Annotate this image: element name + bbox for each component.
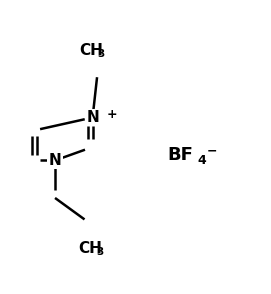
Text: BF: BF bbox=[168, 146, 193, 164]
Text: CH: CH bbox=[79, 43, 103, 58]
Text: CH: CH bbox=[78, 241, 102, 256]
Text: 4: 4 bbox=[197, 154, 206, 167]
Text: −: − bbox=[207, 145, 217, 158]
Text: 3: 3 bbox=[97, 49, 105, 59]
Text: 3: 3 bbox=[96, 247, 103, 257]
Text: N: N bbox=[49, 153, 62, 168]
Text: N: N bbox=[86, 110, 99, 125]
Text: +: + bbox=[107, 108, 117, 121]
